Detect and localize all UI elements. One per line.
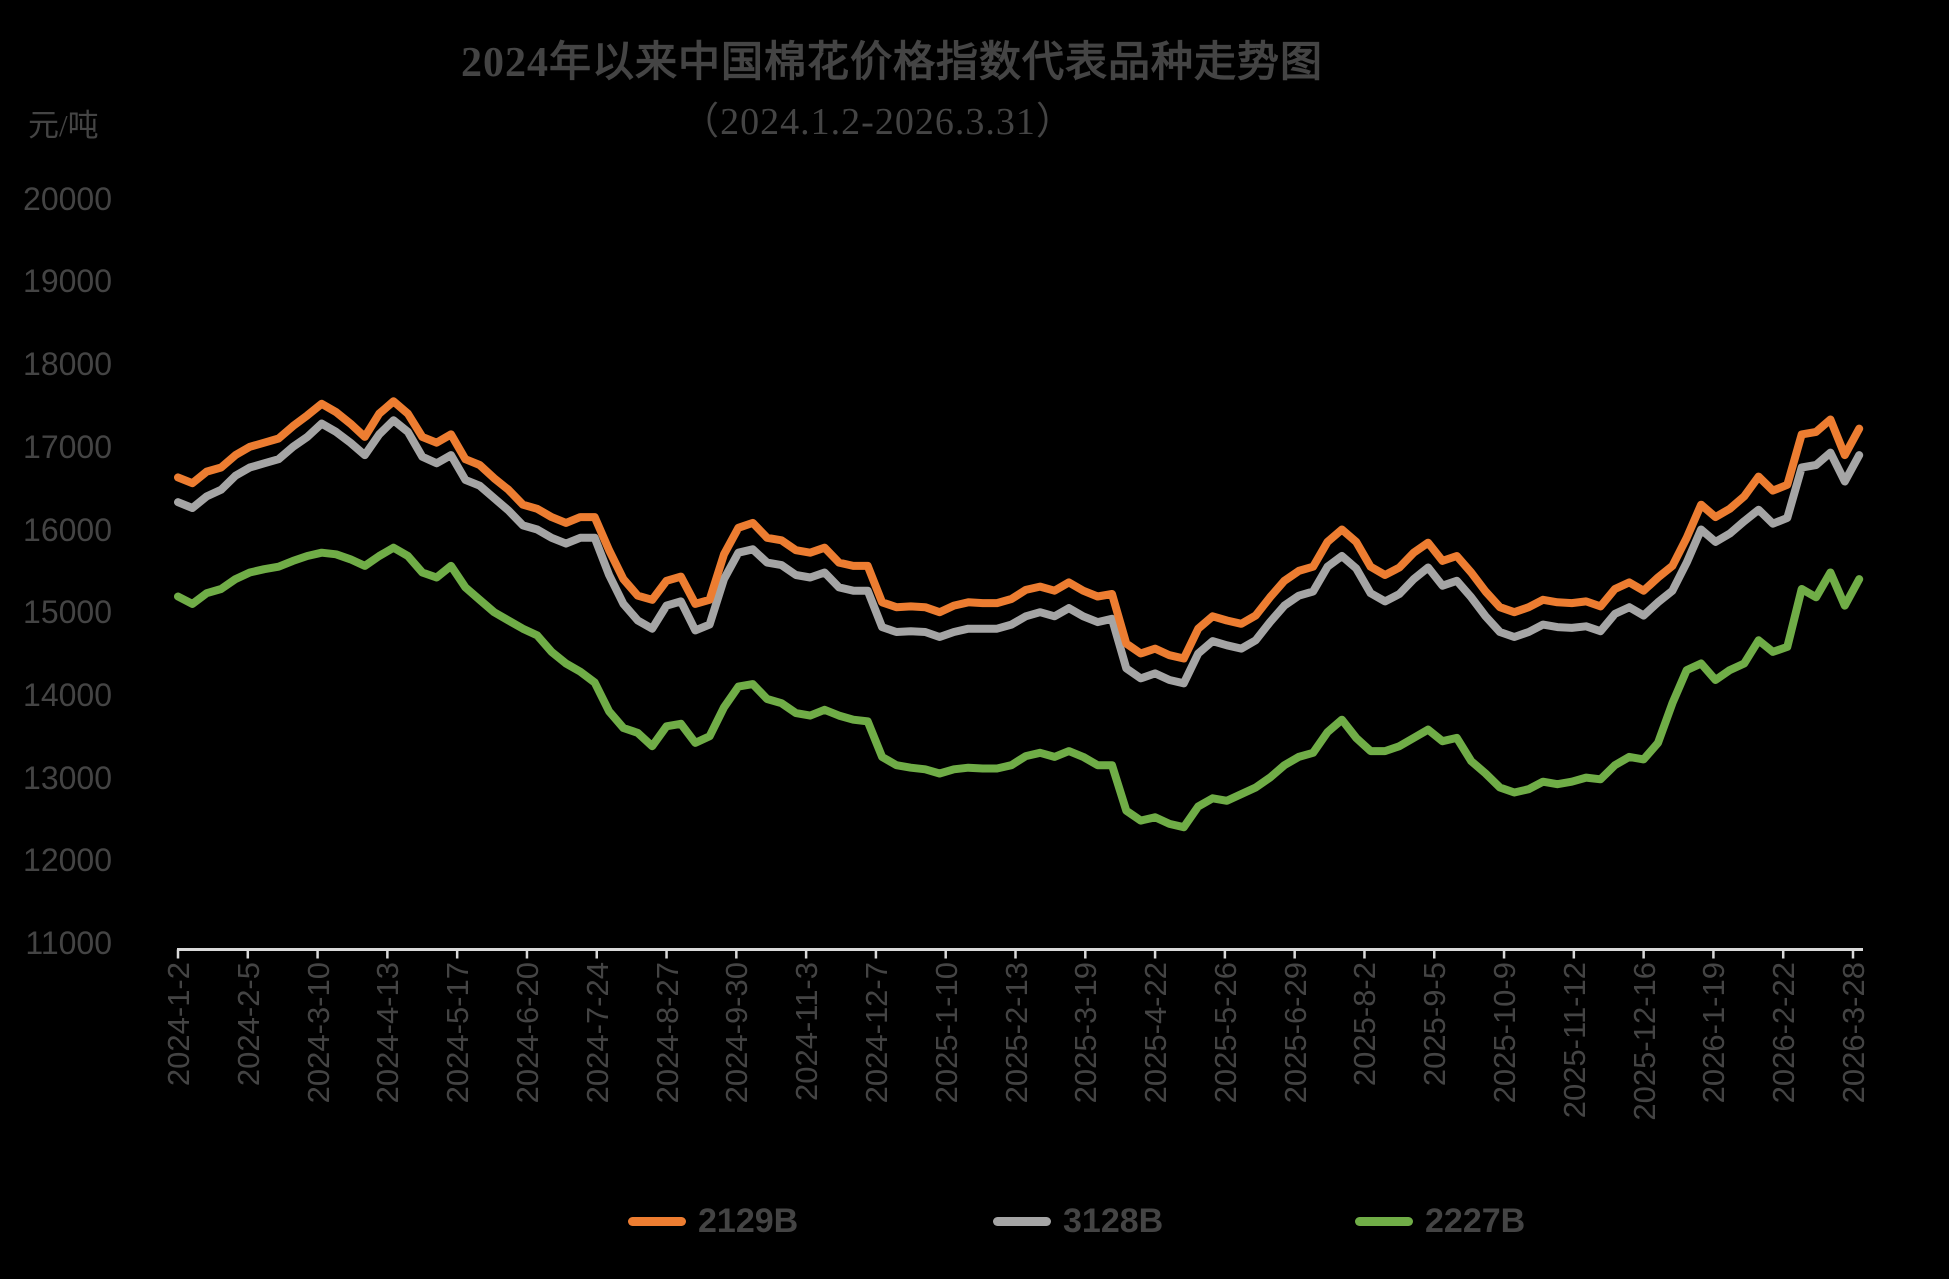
legend-line-swatch-3128B [993,1217,1051,1226]
y-axis-tick-label: 15000 [23,594,112,631]
legend-label-3128B: 3128B [1063,1202,1164,1240]
legend-label-2129B: 2129B [698,1202,799,1240]
chart-title: 2024年以来中国棉花价格指数代表品种走势图 [460,40,1324,86]
series-line-2129B [174,397,1864,663]
y-axis-tick-label: 18000 [23,346,112,383]
chart-subtitle: （2024.1.2-2026.3.31） [681,101,1075,143]
legend-line-swatch-2227B [1355,1217,1413,1226]
series-line-3128B [174,416,1864,688]
y-axis-tick-label: 11000 [25,925,112,961]
y-axis-tick-label: 20000 [23,180,112,217]
y-axis-tick-label: 19000 [23,263,112,300]
y-axis-tick-label: 12000 [23,842,112,879]
series-line-2227B [174,543,1864,832]
y-axis-tick-label: 17000 [23,428,112,465]
y-axis-tick-label: 14000 [23,676,112,713]
legend-line-swatch-2129B [628,1217,686,1226]
y-axis-tick-label: 16000 [23,511,112,548]
y-axis-unit-label: 元/吨 [28,108,99,143]
y-axis-tick-label: 13000 [23,759,112,796]
legend-label-2227B: 2227B [1425,1202,1526,1240]
